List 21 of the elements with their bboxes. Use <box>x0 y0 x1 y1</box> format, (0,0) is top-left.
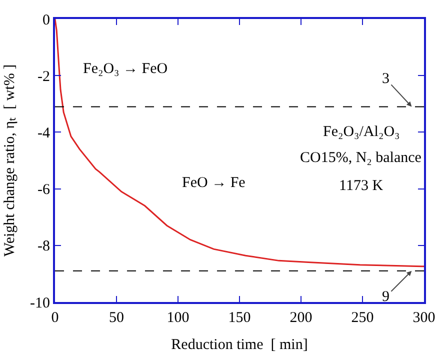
x-tick-label: 200 <box>290 310 312 326</box>
x-tick-label: 300 <box>412 310 436 326</box>
y-tick-label: -10 <box>30 295 50 312</box>
x-tick-label: 100 <box>166 310 190 326</box>
annotation: Fe₂O₃ → FeO <box>83 61 168 77</box>
annotation: CO15%, N₂ balance <box>300 150 422 166</box>
annotation: Fe₂O₃/Al₂O₃ <box>323 124 400 140</box>
x-tick-label: 150 <box>228 310 251 326</box>
annotation: FeO → Fe <box>182 175 246 191</box>
x-tick-label: 250 <box>351 310 374 326</box>
y-tick-label: -2 <box>38 68 50 85</box>
annotation: 1173 K <box>339 178 384 194</box>
x-tick-label: 50 <box>109 310 124 326</box>
y-tick-label: -4 <box>38 125 50 142</box>
x-axis-title: Reduction time [ min] <box>171 337 308 353</box>
y-tick-label: 0 <box>42 12 50 28</box>
y-tick-label: -6 <box>38 182 50 198</box>
annotation: 3 <box>382 71 390 87</box>
annotation: 9 <box>382 289 390 305</box>
y-tick-label: -8 <box>38 238 50 255</box>
y-axis-title: Weight change ratio, ηₜ [ wt% ] <box>2 64 18 257</box>
